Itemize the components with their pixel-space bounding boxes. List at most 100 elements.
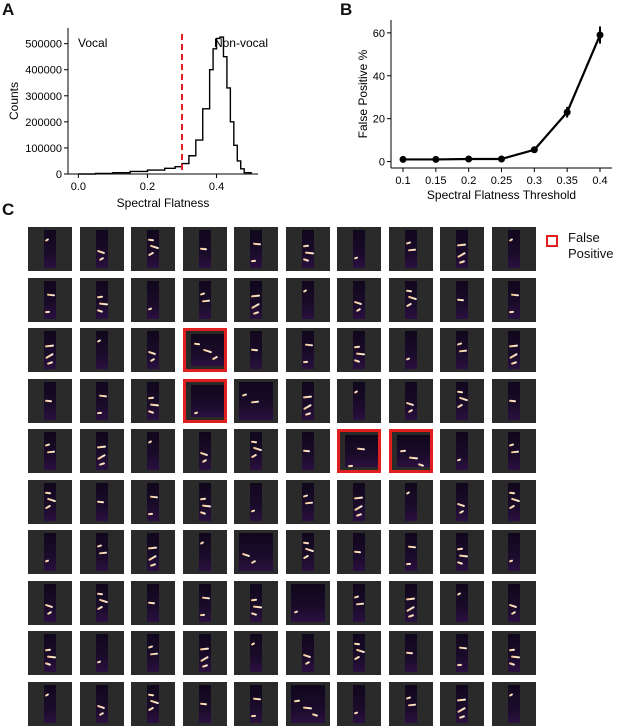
y-tick-label: 100000 <box>25 143 62 155</box>
spectrogram-tile-false-positive <box>388 429 433 473</box>
vocalization-trace <box>96 411 102 414</box>
x-tick-label: 0.4 <box>209 181 224 193</box>
spectrogram-tile <box>182 227 227 271</box>
vocalization-trace <box>250 294 261 297</box>
spectrogram-tile <box>131 277 175 322</box>
spectrogram-tile <box>79 631 124 675</box>
spectrogram-tile <box>131 580 175 625</box>
spectrogram-tile <box>79 530 124 574</box>
spectrogram-tile <box>491 277 536 322</box>
non-vocal-annotation: Non-vocal <box>214 36 268 50</box>
spectrogram-tile <box>337 227 381 271</box>
spectrogram-tile <box>131 227 175 271</box>
panel-letter-c: C <box>2 200 15 219</box>
spectrogram-tile <box>28 328 72 372</box>
spectrogram-image <box>250 230 262 268</box>
y-tick-label: 0 <box>379 157 385 169</box>
vocalization-trace <box>46 293 56 296</box>
y-tick-label: 0 <box>56 169 62 181</box>
spectrogram-tile <box>440 277 484 322</box>
spectrogram-tile <box>337 328 381 372</box>
spectrogram-tile <box>440 681 484 726</box>
spectrogram-image <box>456 684 468 723</box>
spectrogram-tile <box>234 429 278 473</box>
vocalization-trace <box>407 703 416 706</box>
vocalization-trace <box>510 293 519 296</box>
spectrogram-tile <box>440 328 484 372</box>
spectrogram-image <box>250 634 262 672</box>
spectrogram-tile <box>440 479 484 524</box>
spectrogram-tile <box>182 479 227 524</box>
vocalization-trace <box>147 601 156 604</box>
spectrogram-tile <box>285 681 330 726</box>
spectrogram-tile <box>131 681 175 726</box>
legend-line-2: Positive <box>568 246 614 261</box>
spectrogram-tile <box>285 328 330 372</box>
spectrogram-tile <box>337 277 381 322</box>
spectrogram-tile <box>491 631 536 675</box>
spectrogram-tile <box>79 429 124 473</box>
spectrogram-image <box>95 432 108 470</box>
spectrogram-tile <box>131 378 175 423</box>
spectrogram-image <box>250 684 262 723</box>
spectrogram-image <box>456 482 468 521</box>
spectrogram-image <box>507 684 520 723</box>
spectrogram-image <box>44 533 56 571</box>
vocalization-trace <box>199 702 207 705</box>
spectrogram-image <box>95 634 108 672</box>
spectrogram-tile <box>28 580 72 625</box>
spectrogram-tile <box>79 681 124 726</box>
spectrogram-tile <box>234 479 278 524</box>
spectrogram-tile <box>28 429 72 473</box>
vocalization-trace <box>96 592 103 595</box>
spectrogram-tile <box>440 429 484 473</box>
spectrogram-tile <box>285 631 330 675</box>
spectrogram-tile <box>28 530 72 574</box>
vocalization-trace <box>201 504 211 507</box>
vocalization-trace <box>96 295 103 298</box>
data-point <box>465 155 473 163</box>
y-axis-label: Counts <box>7 82 21 120</box>
spectrogram-image <box>353 482 365 521</box>
y-tick-label: 200000 <box>25 117 62 129</box>
spectrogram-image <box>44 280 56 319</box>
y-tick-label: 300000 <box>25 91 62 103</box>
spectrogram-image <box>44 684 56 723</box>
spectrogram-image <box>147 533 159 571</box>
spectrogram-tile <box>285 227 330 271</box>
vocalization-trace <box>250 714 257 717</box>
spectrogram-tile <box>79 227 124 271</box>
spectrogram-tile <box>234 378 278 423</box>
spectrogram-tile <box>28 378 72 423</box>
y-tick-label: 20 <box>373 114 385 126</box>
y-tick-label: 40 <box>373 71 385 83</box>
histogram-series <box>78 36 252 175</box>
spectrogram-tile <box>79 580 124 625</box>
vocalization-trace <box>302 706 312 709</box>
spectrogram-image <box>239 533 273 571</box>
spectrogram-image <box>507 230 520 268</box>
y-axis-label: False Positive % <box>356 49 370 138</box>
spectrogram-image <box>353 280 365 319</box>
spectrogram-tile <box>28 227 72 271</box>
spectrogram-tile <box>337 378 381 423</box>
y-tick-label: 500000 <box>25 39 62 51</box>
x-tick-label: 0.2 <box>461 175 476 187</box>
vocalization-trace <box>44 310 51 313</box>
vocalization-trace <box>302 395 312 398</box>
vocalization-trace <box>98 394 107 397</box>
spectrogram-image <box>353 381 365 420</box>
spectrogram-image <box>404 482 417 521</box>
spectrogram-tile <box>234 681 278 726</box>
spectrogram-tile <box>388 681 433 726</box>
spectrogram-tile <box>234 580 278 625</box>
spectrogram-image <box>456 634 468 672</box>
spectrogram-tile <box>337 631 381 675</box>
spectrogram-tile <box>182 631 227 675</box>
spectrogram-tile <box>285 429 330 473</box>
spectrogram-image <box>507 634 520 672</box>
spectrogram-tile <box>491 328 536 372</box>
spectrogram-tile <box>79 378 124 423</box>
vocalization-trace <box>250 400 260 403</box>
spectrogram-image <box>507 533 520 571</box>
